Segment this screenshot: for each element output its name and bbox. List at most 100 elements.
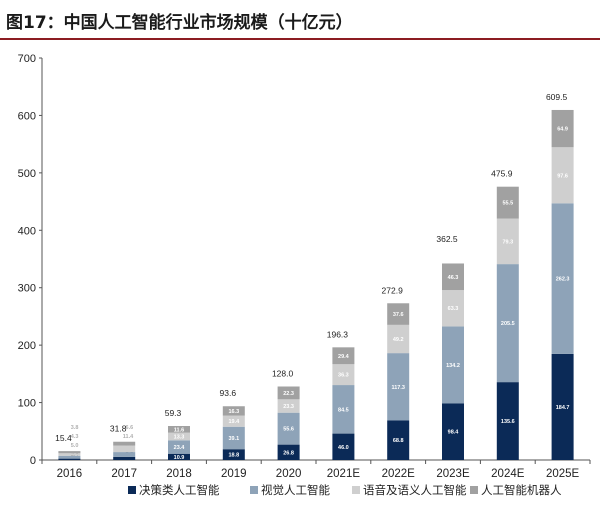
bar-segment: [332, 347, 355, 365]
bar-segment: [496, 218, 519, 265]
segment-label: 11.6: [174, 427, 184, 433]
bar-segment: [551, 203, 574, 354]
segment-label: 18.8: [228, 453, 239, 459]
segment-label: 11.4: [123, 434, 134, 440]
legend-swatch: [250, 486, 258, 494]
total-label: 93.6: [220, 388, 237, 398]
segment-label: 3.8: [71, 425, 79, 431]
y-tick-label: 400: [18, 225, 36, 237]
total-label: 475.9: [491, 169, 513, 179]
legend-label: 人工智能机器人: [481, 483, 562, 497]
segment-label: 68.8: [393, 438, 404, 444]
bar-segment: [58, 451, 81, 454]
bar-segment: [442, 263, 464, 291]
segment-label: 55.6: [283, 427, 294, 433]
legend-label: 决策类人工智能: [139, 483, 220, 497]
segment-label: 46.3: [448, 275, 459, 281]
x-tick-label: 2025E: [546, 468, 580, 480]
total-label: 31.8: [110, 424, 127, 434]
segment-label: 39.1: [228, 436, 239, 442]
segment-label: 262.3: [556, 277, 570, 283]
legend-label: 语音及语义人工智能: [363, 483, 467, 497]
legend-label: 视觉人工智能: [261, 483, 330, 497]
bar-segment: [496, 186, 519, 219]
bar-segment: [222, 415, 245, 427]
bar-segment: [551, 109, 574, 148]
bar-segment: [222, 406, 245, 416]
segment-label: 63.3: [448, 306, 459, 312]
bar-segment: [387, 353, 410, 421]
bar-segment: [332, 364, 355, 386]
segment-label: 13.3: [174, 434, 185, 440]
legend-swatch: [352, 486, 360, 494]
segment-label: 5.0: [71, 443, 79, 449]
bar-segment: [387, 303, 410, 325]
total-label: 59.3: [165, 408, 182, 418]
bar-segment: [222, 449, 245, 460]
x-tick-label: 2023E: [436, 468, 470, 480]
bar-segment: [442, 326, 464, 404]
y-tick-label: 500: [18, 168, 36, 180]
segment-label: 184.7: [556, 405, 570, 411]
y-tick-label: 300: [18, 283, 36, 295]
x-tick-label: 2021E: [327, 468, 361, 480]
x-tick-label: 2019: [221, 468, 247, 480]
bar-segment: [113, 452, 136, 457]
segment-label: 23.3: [283, 404, 294, 410]
x-tick-label: 2024E: [491, 468, 525, 480]
segment-label: 49.2: [393, 337, 404, 343]
bar-segment: [496, 264, 519, 383]
bar-segment: [168, 440, 190, 454]
total-label: 609.5: [546, 92, 568, 102]
segment-label: 26.8: [283, 450, 294, 456]
x-tick-label: 2018: [166, 468, 192, 480]
bar-segment: [442, 290, 464, 327]
bar-segment: [551, 147, 574, 204]
bar-segment: [113, 441, 136, 446]
title-divider: [0, 38, 600, 40]
bar-segment: [277, 444, 300, 460]
segment-label: 98.4: [448, 430, 460, 436]
x-tick-label: 2016: [57, 468, 83, 480]
bar-segment: [442, 403, 464, 460]
x-tick-label: 2020: [276, 468, 302, 480]
bar-segment: [387, 420, 410, 460]
segment-label: 84.5: [338, 407, 349, 413]
bar-segment: [551, 353, 574, 460]
y-tick-label: 100: [18, 398, 36, 410]
bar-segment: [496, 382, 519, 460]
bar-segment: [277, 386, 300, 400]
segment-label: 134.2: [446, 363, 460, 369]
bar-segment: [387, 324, 410, 354]
x-tick-label: 2017: [111, 468, 137, 480]
y-tick-label: 200: [18, 340, 36, 352]
segment-label: 46.0: [338, 445, 349, 451]
bar-segment: [58, 453, 81, 456]
segment-label: 37.6: [393, 312, 404, 318]
bar-segment: [332, 433, 355, 460]
segment-label: 205.5: [501, 321, 515, 327]
bar-segment: [277, 399, 300, 413]
x-tick-label: 2022E: [382, 468, 416, 480]
legend-swatch: [470, 486, 478, 494]
segment-label: 97.6: [557, 173, 568, 179]
total-label: 15.4: [55, 433, 72, 443]
bar-segment: [58, 458, 81, 460]
y-tick-label: 600: [18, 110, 36, 122]
total-label: 272.9: [382, 285, 404, 295]
segment-label: 64.9: [557, 127, 568, 133]
total-label: 196.3: [327, 329, 349, 339]
segment-label: 36.3: [338, 373, 349, 379]
total-label: 128.0: [272, 368, 294, 378]
bar-segment: [58, 455, 81, 459]
total-label: 362.5: [436, 234, 458, 244]
segment-label: 23.4: [174, 445, 186, 451]
bar-segment: [222, 426, 245, 450]
segment-label: 135.6: [501, 419, 515, 425]
segment-label: 16.3: [228, 409, 239, 415]
segment-label: 79.3: [502, 239, 513, 245]
y-tick-label: 0: [30, 455, 36, 467]
segment-label: 22.3: [283, 391, 294, 397]
bar-segment: [168, 426, 190, 433]
